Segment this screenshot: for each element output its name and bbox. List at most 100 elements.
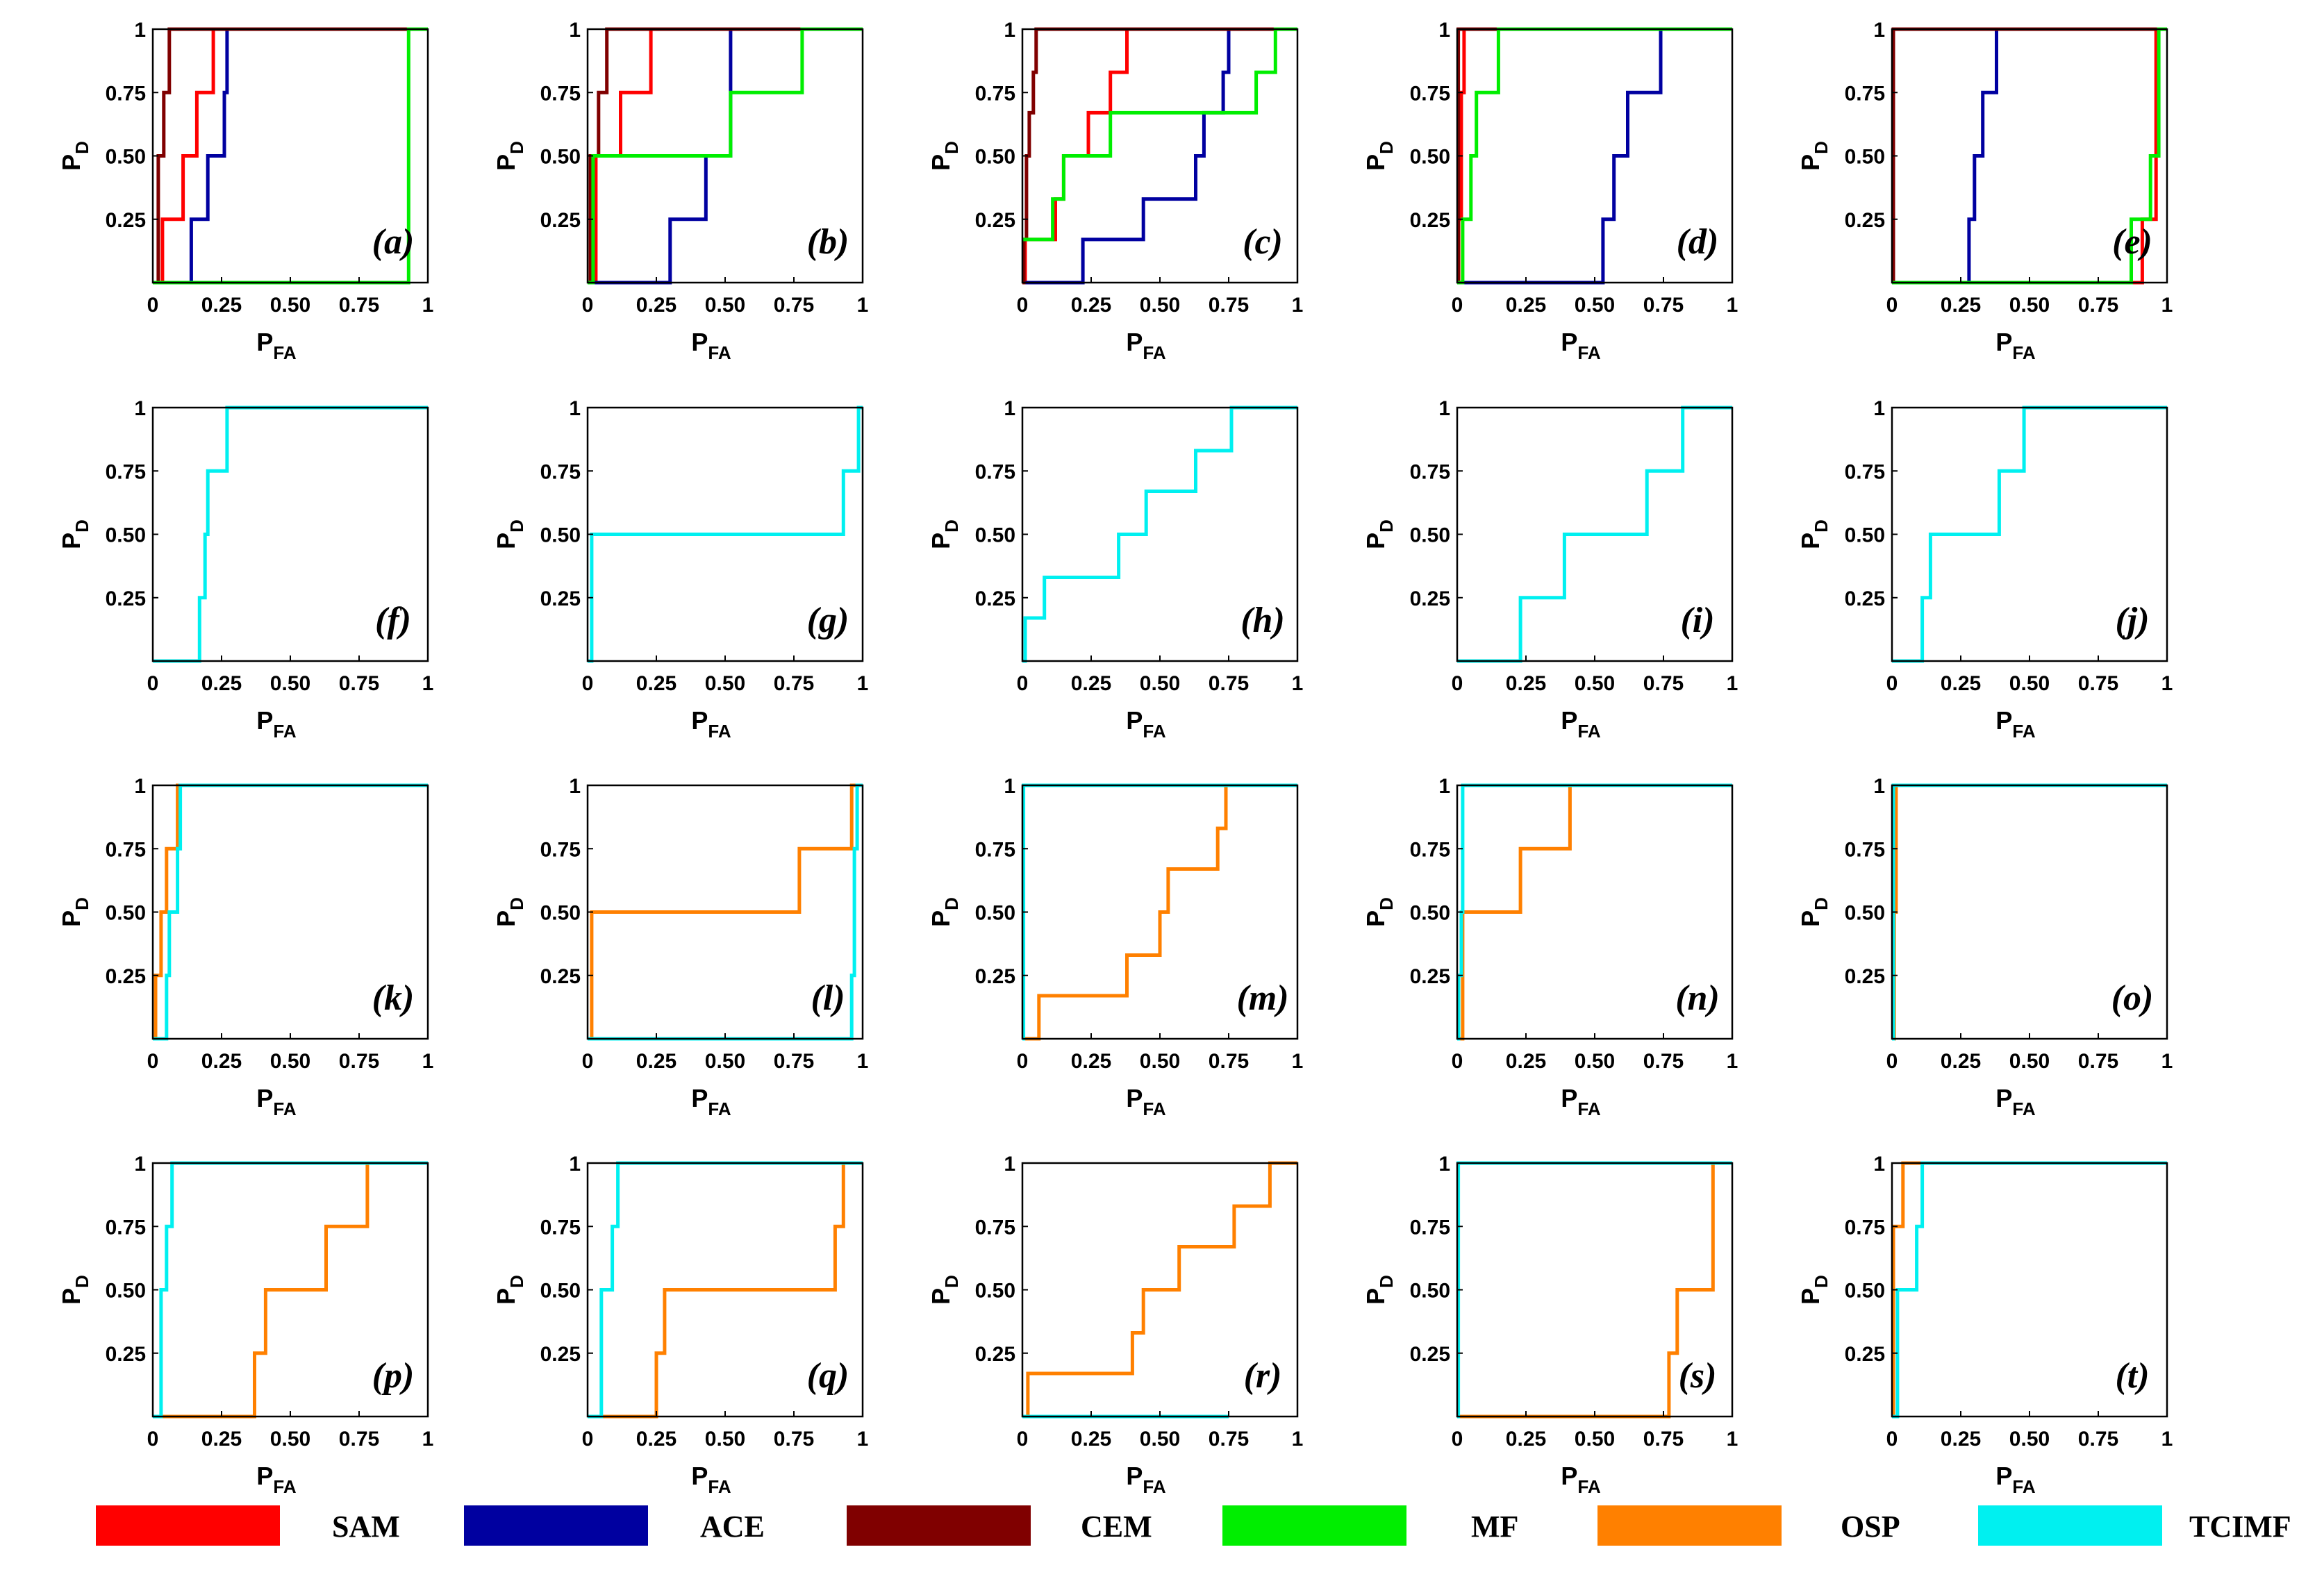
x-tick-label: 1 <box>1292 294 1304 317</box>
y-tick-label: 0.25 <box>1410 587 1450 610</box>
x-tick-label: 0.25 <box>636 672 677 695</box>
y-tick-label: 0.50 <box>540 902 581 925</box>
legend-swatch <box>1222 1505 1406 1546</box>
y-tick-label: 0.75 <box>975 1216 1015 1239</box>
y-axis-label: PD <box>1796 897 1832 927</box>
legend-swatch <box>1597 1505 1782 1546</box>
x-tick-label: 1 <box>2161 1428 2173 1451</box>
x-tick-label: 0 <box>1452 672 1463 695</box>
y-tick-label: 1 <box>134 1153 146 1176</box>
subplot-k: 0 0.25 0.50 0.75 1 0.25 0.50 0.75 1 PFA PD (k) <box>57 775 433 1119</box>
panel-label: (a) <box>372 222 415 262</box>
y-tick-label: 1 <box>134 775 146 798</box>
legend: SAM ACE CEM MF OSP TCIMF <box>96 1505 2291 1546</box>
y-tick-label: 0.25 <box>975 587 1015 610</box>
x-tick-label: 0.50 <box>270 1428 310 1451</box>
y-tick-label: 0.50 <box>1410 524 1450 547</box>
y-tick-label: 0.25 <box>975 1343 1015 1366</box>
x-tick-label: 0.50 <box>1140 294 1180 317</box>
legend-item-osp: OSP <box>1597 1505 1900 1546</box>
x-tick-label: 0.75 <box>774 1428 814 1451</box>
y-tick-label: 0.25 <box>1845 965 1885 988</box>
y-tick-label: 0.75 <box>106 460 146 483</box>
x-tick-label: 0.25 <box>201 1050 242 1073</box>
y-tick-label: 1 <box>569 775 581 798</box>
y-tick-label: 1 <box>1873 19 1885 42</box>
x-tick-label: 0.25 <box>1941 1428 1981 1451</box>
legend-swatch <box>464 1505 648 1546</box>
x-tick-label: 0.75 <box>339 294 379 317</box>
x-tick-label: 1 <box>1727 672 1738 695</box>
subplot-s: 0 0.25 0.50 0.75 1 0.25 0.50 0.75 1 PFA PD (s) <box>1361 1153 1738 1497</box>
y-tick-label: 1 <box>569 1153 581 1176</box>
series-line-mf <box>1022 27 1297 242</box>
x-tick-label: 0.25 <box>1071 294 1111 317</box>
legend-label: TCIMF <box>2189 1510 2291 1544</box>
y-tick-label: 1 <box>134 397 146 420</box>
x-axis-label: PFA <box>691 1084 731 1119</box>
y-axis-label: PD <box>492 1275 527 1305</box>
panel-label: (p) <box>372 1356 415 1396</box>
y-tick-label: 1 <box>569 397 581 420</box>
subplot-h: 0 0.25 0.50 0.75 1 0.25 0.50 0.75 1 PFA PD (h) <box>927 397 1303 742</box>
y-axis-label: PD <box>1796 519 1832 549</box>
panel-label: (c) <box>1243 222 1283 262</box>
x-axis-label: PFA <box>1561 706 1600 742</box>
x-axis-label: PFA <box>1995 706 2035 742</box>
y-tick-label: 0.75 <box>540 1216 581 1239</box>
y-tick-label: 0.50 <box>1410 902 1450 925</box>
legend-item-cem: CEM <box>847 1505 1152 1546</box>
y-tick-label: 0.75 <box>540 82 581 105</box>
x-tick-label: 0.50 <box>1140 1428 1180 1451</box>
y-tick-label: 0.75 <box>1410 838 1450 861</box>
panel-label: (m) <box>1236 978 1288 1018</box>
y-tick-label: 0.25 <box>540 587 581 610</box>
x-tick-label: 0.50 <box>1575 672 1615 695</box>
x-axis-label: PFA <box>1995 328 2035 363</box>
legend-label: ACE <box>700 1510 765 1544</box>
y-tick-label: 0.50 <box>1845 524 1885 547</box>
x-tick-label: 0 <box>1886 294 1898 317</box>
x-tick-label: 0.25 <box>636 1050 677 1073</box>
panel-label: (t) <box>2115 1356 2149 1396</box>
y-tick-label: 1 <box>1873 775 1885 798</box>
legend-swatch <box>96 1505 280 1546</box>
x-tick-label: 0.25 <box>636 294 677 317</box>
x-tick-label: 0 <box>582 294 594 317</box>
y-axis-label: PD <box>927 897 962 927</box>
y-tick-label: 1 <box>1438 19 1450 42</box>
x-tick-label: 0.75 <box>339 1050 379 1073</box>
x-tick-label: 0.50 <box>705 294 745 317</box>
x-tick-label: 0.75 <box>339 1428 379 1451</box>
x-tick-label: 0.50 <box>1140 672 1180 695</box>
x-tick-label: 1 <box>857 294 869 317</box>
series-line-osp <box>588 1161 863 1419</box>
y-tick-label: 0.25 <box>1845 1343 1885 1366</box>
subplot-f: 0 0.25 0.50 0.75 1 0.25 0.50 0.75 1 PFA PD (f) <box>57 397 433 742</box>
x-tick-label: 0 <box>1886 1050 1898 1073</box>
y-tick-label: 0.25 <box>975 209 1015 232</box>
x-tick-label: 0.75 <box>2078 1428 2118 1451</box>
x-tick-label: 0 <box>582 672 594 695</box>
panel-label: (j) <box>2115 601 2149 640</box>
x-axis-label: PFA <box>1126 706 1165 742</box>
y-axis-label: PD <box>927 1275 962 1305</box>
x-axis-label: PFA <box>256 706 296 742</box>
x-tick-label: 0 <box>1017 672 1029 695</box>
y-tick-label: 0.25 <box>1845 209 1885 232</box>
x-axis-label: PFA <box>691 328 731 363</box>
y-axis-label: PD <box>57 141 92 171</box>
series-line-ace <box>1457 27 1732 285</box>
x-tick-label: 0.25 <box>1506 1050 1546 1073</box>
x-tick-label: 0.75 <box>774 294 814 317</box>
x-tick-label: 0.25 <box>1941 294 1981 317</box>
x-axis-label: PFA <box>256 1462 296 1497</box>
x-axis-label: PFA <box>1126 1084 1165 1119</box>
x-tick-label: 0.75 <box>2078 1050 2118 1073</box>
x-tick-label: 0 <box>582 1050 594 1073</box>
y-tick-label: 1 <box>1004 19 1015 42</box>
y-axis-label: PD <box>1361 1275 1397 1305</box>
y-tick-label: 0.25 <box>1410 965 1450 988</box>
x-tick-label: 0.25 <box>636 1428 677 1451</box>
